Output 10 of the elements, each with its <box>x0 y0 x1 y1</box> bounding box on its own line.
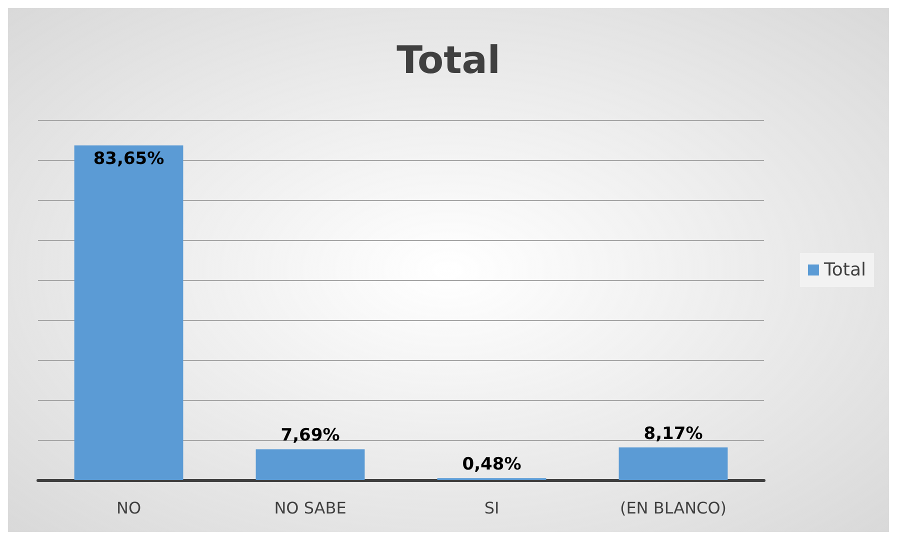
chart-title: Total <box>396 38 500 82</box>
x-tick-label: (EN BLANCO) <box>620 498 727 518</box>
x-tick-label: NO <box>116 498 142 518</box>
data-label: 0,48% <box>462 454 522 475</box>
x-tick-label: SI <box>484 498 500 518</box>
data-label: 7,69% <box>280 426 340 446</box>
legend-label: Total <box>822 260 866 280</box>
data-label: 8,17% <box>644 424 703 444</box>
data-label: 83,65% <box>93 148 164 169</box>
x-tick-label: NO SABE <box>274 498 346 518</box>
